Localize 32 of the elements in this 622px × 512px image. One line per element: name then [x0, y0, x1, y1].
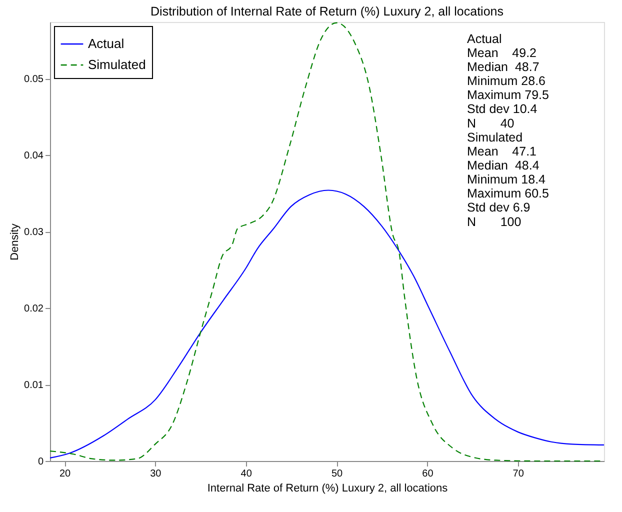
annotation: Maximum 60.5 — [467, 186, 550, 201]
annotation: Simulated — [467, 130, 523, 144]
legend-label: Actual — [88, 36, 124, 51]
x-tick-label: 60 — [422, 468, 434, 480]
annotation: N 100 — [467, 214, 522, 229]
x-tick-label: 70 — [512, 468, 524, 480]
line-series — [49, 190, 605, 458]
annotation: Median 48.4 — [467, 158, 540, 173]
y-axis-title: Density — [9, 223, 22, 260]
y-tick-label: 0 — [38, 456, 44, 468]
x-tick-label: 40 — [240, 468, 252, 480]
annotation: Minimum 18.4 — [467, 172, 546, 187]
annotation: Std dev 6.9 — [467, 200, 530, 215]
x-tick-label: 30 — [150, 468, 162, 480]
annotation: Std dev 10.4 — [467, 102, 538, 116]
annotation: Maximum 79.5 — [467, 88, 550, 102]
annotation: Mean 47.1 — [467, 144, 537, 158]
y-tick-label: 0.02 — [24, 304, 44, 315]
annotation: N 40 — [467, 116, 514, 130]
y-tick-label: 0.04 — [24, 150, 44, 162]
y-tick-label: 0.03 — [24, 227, 44, 238]
annotation: Minimum 28.6 — [467, 74, 546, 88]
y-tick-label: 0.01 — [24, 380, 44, 392]
annotation: Mean 49.2 — [467, 46, 537, 60]
y-tick-label: 0.05 — [24, 74, 44, 86]
x-tick-label: 50 — [331, 468, 344, 480]
x-axis-title: Internal Rate of Return (%) Luxury 2, all locations — [207, 482, 448, 494]
annotation: Actual — [467, 32, 502, 46]
legend-label: Simulated — [88, 57, 146, 72]
annotation: Median 48.7 — [467, 60, 540, 74]
chart-title: Distribution of Internal Rate of Return (%) Luxury 2, all locations — [150, 4, 504, 18]
x-tick-label: 20 — [59, 468, 72, 480]
